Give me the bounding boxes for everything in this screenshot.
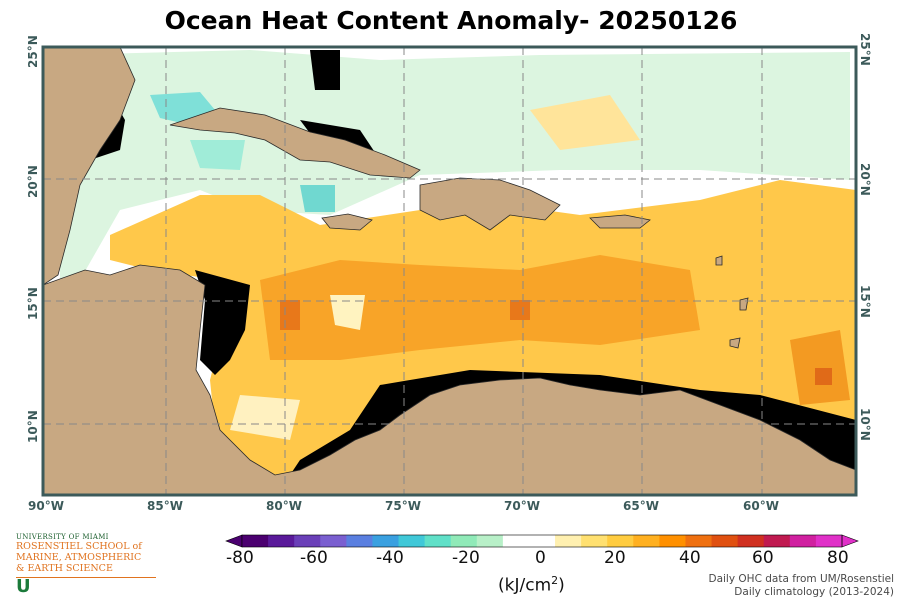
lat-tick-20n-left: 20°N — [26, 165, 40, 198]
colorbar-tick: -80 — [226, 548, 254, 568]
colorbar-swatch — [685, 535, 713, 547]
rosenstiel-logo: UNIVERSITY OF MIAMI ROSENSTIEL SCHOOL of… — [16, 533, 176, 596]
land-yucatan — [43, 47, 136, 286]
colorbar-max-arrow — [841, 534, 859, 548]
colorbar-swatch — [711, 535, 739, 547]
anomaly-max-patch — [790, 330, 850, 405]
land-island — [729, 337, 741, 349]
lon-tick-85w: 85°W — [147, 499, 183, 513]
colorbar-swatch — [450, 535, 478, 547]
colorbar-tick: -20 — [452, 548, 480, 568]
land-jamaica — [321, 213, 373, 231]
credit-line-1: Daily OHC data from UM/Rosenstiel — [708, 573, 895, 585]
colorbar-tick: -40 — [376, 548, 404, 568]
land-central-america — [43, 264, 856, 495]
colorbar-min-arrow — [225, 534, 243, 548]
lat-tick-25n-right: 25°N — [858, 33, 872, 66]
anomaly-max-patch — [280, 300, 300, 330]
colorbar-tick: 40 — [679, 548, 701, 568]
colorbar-swatch — [476, 535, 504, 547]
lon-tick-65w: 65°W — [623, 499, 659, 513]
colorbar-swatch — [581, 535, 608, 547]
no-data-region — [195, 270, 250, 375]
lat-tick-25n-left: 25°N — [26, 35, 40, 68]
colorbar-tick: 0 — [535, 548, 546, 568]
colorbar-swatch — [294, 535, 321, 547]
anomaly-negative-patch — [190, 140, 245, 170]
colorbar-swatch — [424, 535, 452, 547]
colorbar-tick: 60 — [752, 548, 774, 568]
land-hispaniola — [419, 177, 561, 231]
colorbar-tick: 20 — [604, 548, 626, 568]
land-puerto-rico — [589, 214, 651, 229]
anomaly-negative-patch — [300, 185, 335, 212]
anomaly-low-patch — [330, 295, 365, 330]
lat-tick-15n-right: 15°N — [858, 285, 872, 318]
colorbar-tick: 80 — [827, 548, 849, 568]
lon-tick-90w: 90°W — [28, 499, 64, 513]
lon-tick-60w: 60°W — [743, 499, 779, 513]
lat-tick-15n-left: 15°N — [26, 287, 40, 320]
colorbar-swatch — [659, 535, 686, 547]
colorbar-swatch — [320, 535, 347, 547]
lat-tick-10n-left: 10°N — [26, 410, 40, 443]
colorbar-swatch — [268, 535, 295, 547]
map-gridlines — [43, 47, 856, 495]
colorbar-swatch — [346, 535, 373, 547]
colorbar-swatch — [815, 535, 843, 547]
colorbar-swatch — [372, 535, 400, 547]
no-data-region — [310, 50, 340, 90]
colorbar-swatch — [633, 535, 660, 547]
logo-u-mark: U — [16, 576, 31, 597]
lon-tick-75w: 75°W — [385, 499, 421, 513]
map-frame — [41, 45, 858, 497]
anomaly-low-patch — [230, 395, 300, 440]
colorbar-swatch — [528, 535, 556, 547]
credit-line-2: Daily climatology (2013-2024) — [734, 586, 894, 598]
colorbar-units: (kJ/cm2) — [498, 574, 565, 596]
land-cuba — [169, 107, 421, 179]
colorbar-swatch — [398, 535, 426, 547]
lat-tick-20n-right: 20°N — [858, 163, 872, 196]
anomaly-max-patch — [510, 300, 530, 320]
colorbar-swatch — [763, 535, 791, 547]
logo-rule — [16, 577, 156, 578]
map-title: Ocean Heat Content Anomaly- 20250126 — [164, 6, 738, 35]
colorbar-swatch — [502, 535, 530, 547]
lat-tick-10n-right: 10°N — [858, 408, 872, 441]
lon-tick-80w: 80°W — [266, 499, 302, 513]
colorbar-swatch — [737, 535, 765, 547]
colorbar-swatch — [555, 535, 582, 547]
logo-school-line: MARINE, ATMOSPHERIC — [16, 552, 142, 563]
colorbar-outline — [241, 534, 843, 548]
land-island — [715, 255, 723, 266]
anomaly-low-patch — [530, 95, 640, 150]
colorbar-swatch — [242, 535, 269, 547]
lon-tick-70w: 70°W — [504, 499, 540, 513]
colorbar-swatch — [607, 535, 634, 547]
colorbar-swatch — [789, 535, 817, 547]
anomaly-low-region — [60, 50, 850, 300]
colorbar — [225, 534, 859, 548]
anomaly-max-patch — [815, 368, 832, 385]
colorbar-tick: -60 — [300, 548, 328, 568]
logo-school-line: & EARTH SCIENCE — [16, 563, 113, 574]
logo-university: UNIVERSITY OF MIAMI — [16, 533, 109, 541]
logo-school-line: ROSENSTIEL SCHOOL of — [16, 541, 142, 552]
anomaly-strong-region — [260, 255, 700, 360]
